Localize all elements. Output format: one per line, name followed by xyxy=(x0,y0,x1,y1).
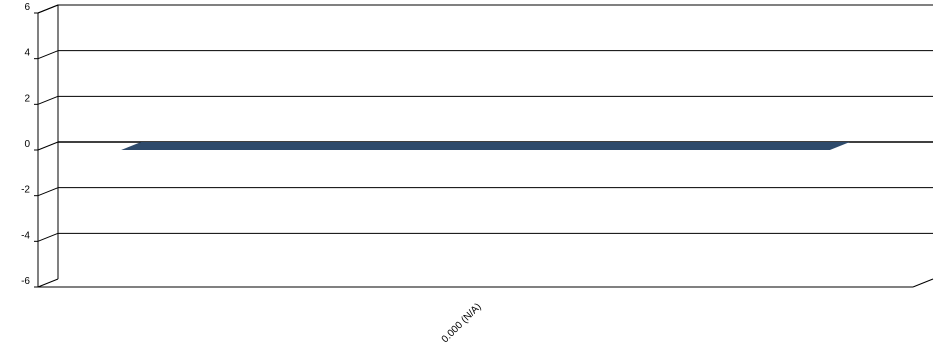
y-tick-label-5: -4 xyxy=(21,230,30,241)
bars xyxy=(121,142,850,150)
floor-right-edge xyxy=(912,278,934,288)
floor-left-edge xyxy=(37,278,59,288)
y-tick-label-0: 6 xyxy=(24,2,30,13)
y-tick-label-6: -6 xyxy=(21,276,30,287)
y-tick-label-2: 2 xyxy=(24,93,30,104)
gridlines xyxy=(37,4,933,242)
gridline-side-0 xyxy=(37,4,59,14)
gridline-side-5 xyxy=(37,232,59,242)
gridline-side-2 xyxy=(37,95,59,105)
y-tick-label-4: -2 xyxy=(21,185,30,196)
gridline-side-4 xyxy=(37,187,59,197)
x-axis-labels: 0.000 (N/A) xyxy=(440,301,484,345)
gridline-side-3 xyxy=(37,141,59,151)
bar-top-0 xyxy=(121,142,850,150)
y-tick-label-1: 4 xyxy=(24,48,30,59)
y-axis-ticks: 6 4 2 0 -2 -4 -6 xyxy=(21,2,38,288)
x-category-label-0: 0.000 (N/A) xyxy=(440,301,484,345)
y-tick-label-3: 0 xyxy=(24,139,30,150)
gridline-side-1 xyxy=(37,50,59,60)
